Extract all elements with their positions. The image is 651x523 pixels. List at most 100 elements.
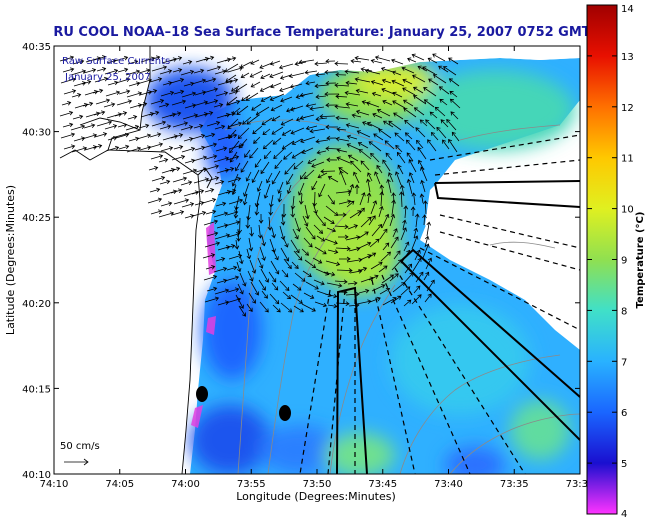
current-vector — [312, 202, 318, 215]
current-vector — [224, 167, 235, 172]
current-vector — [378, 205, 384, 218]
current-vector — [280, 118, 294, 126]
current-vector — [227, 121, 243, 128]
current-vector — [374, 55, 391, 62]
current-vector — [62, 122, 74, 128]
current-vector — [231, 85, 240, 92]
lane-solid-3 — [434, 180, 580, 208]
current-vector — [367, 172, 373, 182]
current-vector — [279, 280, 290, 292]
current-vector — [293, 160, 304, 170]
current-vector — [226, 265, 238, 271]
x-tick-label: 73:55 — [237, 479, 266, 490]
current-vector — [192, 100, 209, 107]
current-vector — [289, 83, 303, 89]
current-vector — [359, 192, 366, 206]
current-vector — [299, 171, 307, 180]
current-vector — [271, 170, 281, 185]
current-vector — [227, 287, 240, 293]
x-tick-label: 74:00 — [171, 479, 200, 490]
current-vector — [203, 164, 220, 171]
current-vector — [169, 56, 183, 62]
current-vector — [392, 91, 403, 98]
current-vector — [170, 188, 183, 194]
current-vector — [422, 66, 436, 75]
current-vector — [316, 150, 327, 155]
current-vector — [365, 178, 371, 193]
current-vector — [191, 189, 205, 195]
current-vector — [391, 70, 402, 76]
current-vector — [226, 210, 239, 216]
current-vector — [336, 156, 351, 164]
current-vector — [427, 57, 438, 64]
current-vector — [414, 213, 420, 228]
current-vector — [191, 133, 206, 140]
current-vector — [366, 121, 381, 130]
bathymetry-contours — [224, 119, 580, 474]
current-vector — [281, 269, 289, 278]
current-vector — [428, 78, 439, 86]
current-vector — [347, 280, 358, 286]
current-vector — [390, 295, 402, 304]
current-vector — [250, 59, 260, 65]
current-vector — [336, 212, 347, 218]
current-vector — [406, 178, 413, 195]
current-vector — [224, 111, 236, 117]
current-vector — [249, 259, 257, 274]
current-vector — [203, 55, 215, 61]
colorbar-label: Temperature (°C) — [635, 212, 646, 309]
current-vector — [214, 233, 231, 240]
current-vector — [312, 257, 323, 264]
current-vector — [125, 69, 141, 76]
current-vector — [311, 161, 325, 168]
current-vector — [314, 301, 327, 308]
current-vector — [439, 98, 448, 106]
current-vector — [304, 204, 310, 220]
current-vector — [261, 290, 268, 299]
current-vector — [237, 127, 250, 140]
current-vector — [372, 112, 383, 119]
current-vector — [114, 55, 129, 62]
current-vector — [117, 67, 129, 73]
y-tick-label: 40:10 — [22, 470, 51, 481]
current-vector — [355, 88, 369, 94]
current-vector — [253, 136, 261, 144]
current-vector — [411, 235, 419, 250]
current-vector — [378, 265, 388, 273]
current-vector — [368, 215, 376, 226]
x-axis: 74:10 74:05 74:00 73:55 73:50 73:45 73:40 73:35… — [40, 46, 595, 490]
sst-warm-s — [325, 433, 395, 474]
current-vector — [204, 77, 217, 83]
current-vector — [158, 102, 170, 108]
current-vector — [298, 193, 304, 205]
current-vector — [138, 68, 151, 74]
current-vector — [427, 139, 437, 152]
current-vector — [259, 62, 273, 69]
current-vector — [234, 162, 241, 172]
current-vector — [303, 292, 315, 299]
current-vector — [205, 209, 217, 215]
current-vector — [228, 253, 243, 260]
current-vector — [237, 283, 244, 295]
current-vector — [229, 151, 238, 163]
current-vector — [148, 166, 159, 171]
current-vector — [246, 248, 252, 260]
colorbar-tick-label: 7 — [621, 357, 627, 368]
current-vector — [63, 144, 76, 150]
x-tick-label: 73:30 — [566, 479, 595, 490]
current-vector — [118, 144, 130, 150]
y-tick-label: 40:20 — [22, 299, 51, 310]
current-vector — [126, 91, 143, 98]
current-vector — [412, 95, 427, 105]
current-vector — [202, 142, 218, 149]
current-vector — [404, 119, 415, 129]
current-vector — [160, 201, 173, 207]
current-vector — [114, 111, 128, 117]
station-marker-1 — [196, 386, 208, 402]
current-vector — [261, 117, 273, 126]
contour-7 — [459, 124, 561, 141]
current-vector — [407, 57, 417, 63]
current-vector — [345, 80, 358, 86]
current-vector — [408, 172, 415, 184]
sst-warm-core-2 — [320, 205, 400, 295]
